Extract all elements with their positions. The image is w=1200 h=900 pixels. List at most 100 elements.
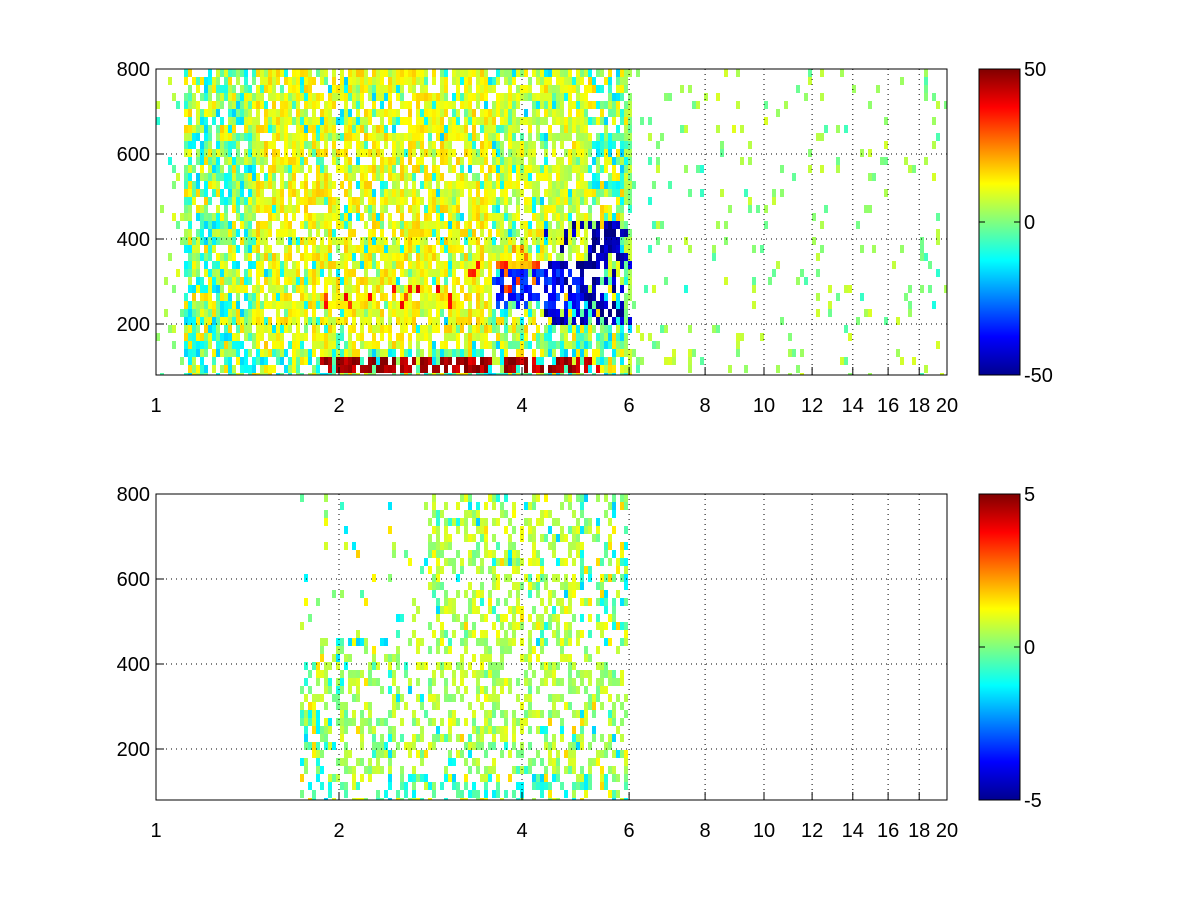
heatmap-cell — [516, 750, 520, 758]
heatmap-cell — [336, 221, 340, 229]
heatmap-cell — [308, 710, 312, 718]
heatmap-cell — [336, 357, 340, 365]
heatmap-cell — [300, 77, 304, 85]
heatmap-cell — [572, 542, 576, 550]
heatmap-cell — [440, 734, 444, 742]
heatmap-cell — [544, 774, 548, 782]
heatmap-cell — [404, 101, 408, 109]
heatmap-cell — [592, 173, 596, 181]
heatmap-cell — [420, 774, 424, 782]
heatmap-cell — [300, 197, 304, 205]
heatmap-cell — [620, 109, 624, 117]
heatmap-cell — [188, 125, 192, 133]
heatmap-cell — [508, 646, 512, 654]
heatmap-cell — [460, 317, 464, 325]
heatmap-cell — [224, 277, 228, 285]
heatmap-cell — [356, 333, 360, 341]
heatmap-cell — [604, 261, 608, 269]
heatmap-cell — [484, 638, 488, 646]
heatmap-cell — [584, 245, 588, 253]
heatmap-cell — [412, 245, 416, 253]
heatmap-cell — [364, 718, 368, 726]
heatmap-cell — [316, 133, 320, 141]
heatmap-cell — [380, 165, 384, 173]
heatmap-cell — [568, 598, 572, 606]
heatmap-cell — [376, 261, 380, 269]
heatmap-cell — [364, 117, 368, 125]
heatmap-cell — [468, 197, 472, 205]
heatmap-cell — [592, 349, 596, 357]
heatmap-cell — [348, 357, 352, 365]
heatmap-cell — [568, 133, 572, 141]
heatmap-cell — [216, 125, 220, 133]
heatmap-cell — [628, 157, 632, 165]
heatmap-cell — [336, 654, 340, 662]
heatmap-cell — [304, 710, 308, 718]
heatmap-cell — [556, 181, 560, 189]
heatmap-cell — [436, 702, 440, 710]
heatmap-cell — [228, 237, 232, 245]
heatmap-cell — [596, 69, 600, 77]
heatmap-cell — [216, 341, 220, 349]
heatmap-cell — [316, 253, 320, 261]
heatmap-cell — [572, 357, 576, 365]
heatmap-cell — [572, 574, 576, 582]
heatmap-cell — [252, 181, 256, 189]
heatmap-cell — [224, 317, 228, 325]
heatmap-cell — [724, 277, 728, 285]
heatmap-cell — [296, 205, 300, 213]
heatmap-cell — [408, 133, 412, 141]
heatmap-cell — [584, 494, 588, 502]
heatmap-cell — [336, 333, 340, 341]
heatmap-cell — [636, 357, 640, 365]
heatmap-cell — [920, 253, 924, 261]
heatmap-cell — [504, 630, 508, 638]
heatmap-cell — [828, 309, 832, 317]
heatmap-cell — [388, 133, 392, 141]
heatmap-cell — [188, 141, 192, 149]
heatmap-cell — [352, 77, 356, 85]
heatmap-cell — [536, 165, 540, 173]
heatmap-cell — [344, 349, 348, 357]
heatmap-cell — [276, 325, 280, 333]
heatmap-cell — [408, 742, 412, 750]
heatmap-cell — [560, 534, 564, 542]
heatmap-cell — [572, 686, 576, 694]
heatmap-cell — [456, 213, 460, 221]
heatmap-cell — [420, 277, 424, 285]
heatmap-cell — [524, 694, 528, 702]
heatmap-cell — [272, 85, 276, 93]
heatmap-cell — [584, 654, 588, 662]
heatmap-cell — [492, 277, 496, 285]
heatmap-cell — [400, 357, 404, 365]
heatmap-cell — [580, 165, 584, 173]
heatmap-cell — [432, 117, 436, 125]
heatmap-cell — [184, 93, 188, 101]
heatmap-cell — [552, 702, 556, 710]
heatmap-cell — [444, 189, 448, 197]
heatmap-cell — [444, 606, 448, 614]
heatmap-cell — [564, 582, 568, 590]
heatmap-cell — [504, 213, 508, 221]
heatmap-cell — [488, 85, 492, 93]
heatmap-cell — [484, 173, 488, 181]
heatmap-cell — [436, 518, 440, 526]
heatmap-cell — [528, 269, 532, 277]
heatmap-cell — [424, 165, 428, 173]
heatmap-cell — [376, 245, 380, 253]
heatmap-cell — [288, 293, 292, 301]
heatmap-cell — [404, 77, 408, 85]
heatmap-cell — [368, 662, 372, 670]
heatmap-cell — [468, 734, 472, 742]
heatmap-cell — [312, 93, 316, 101]
heatmap-cell — [476, 285, 480, 293]
heatmap-cell — [432, 109, 436, 117]
heatmap-cell — [404, 149, 408, 157]
heatmap-cell — [380, 133, 384, 141]
heatmap-cell — [516, 566, 520, 574]
heatmap-cell — [592, 357, 596, 365]
heatmap-cell — [368, 774, 372, 782]
heatmap-cell — [352, 670, 356, 678]
heatmap-cell — [296, 365, 300, 373]
heatmap-cell — [628, 133, 632, 141]
